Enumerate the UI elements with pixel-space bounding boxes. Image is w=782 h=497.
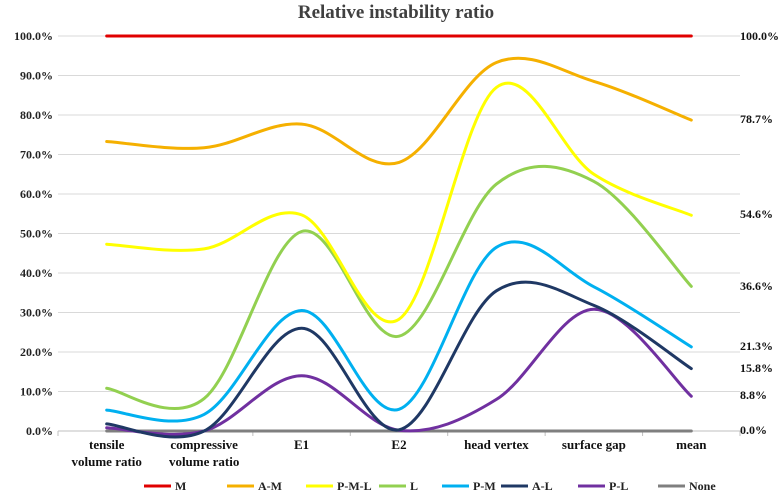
end-label: 0.0% <box>740 423 767 437</box>
y-tick-label: 40.0% <box>20 266 53 280</box>
series-line-p-m <box>105 240 693 423</box>
y-tick-label: 50.0% <box>20 227 53 241</box>
legend-label-a-l: A-L <box>532 479 553 493</box>
end-label: 54.6% <box>740 207 773 221</box>
legend-label-a-m: A-M <box>258 479 282 493</box>
legend-label-m: M <box>175 479 186 493</box>
y-tick-label: 0.0% <box>26 424 53 438</box>
end-label: 78.7% <box>740 112 773 126</box>
series-line-p-l <box>105 307 693 436</box>
end-label: 21.3% <box>740 339 773 353</box>
end-label: 36.6% <box>740 279 773 293</box>
series-lines <box>105 34 693 439</box>
end-labels: 100.0% 78.7% 54.6% 36.6% 21.3% 15.8% 8.8% 0.0% <box>740 29 779 437</box>
y-tick-label: 80.0% <box>20 108 53 122</box>
legend-label-p-l: P-L <box>609 479 628 493</box>
legend-label-p-m-l: P-M-L <box>337 479 372 493</box>
y-tick-label: 30.0% <box>20 306 53 320</box>
chart-title: Relative instability ratio <box>298 2 494 23</box>
y-tick-label: 10.0% <box>20 385 53 399</box>
x-axis-ticks: tensile volume ratio compressive volume rat… <box>57 431 741 469</box>
end-label: 100.0% <box>740 29 779 43</box>
legend: M A-M P-M-L L P-M A-L P-L None <box>144 479 716 493</box>
x-tick-label: E1 <box>294 437 309 452</box>
series-line-a-m <box>105 56 693 166</box>
x-tick-label: mean <box>676 437 707 452</box>
y-tick-label: 60.0% <box>20 187 53 201</box>
y-tick-label: 100.0% <box>14 29 53 43</box>
x-tick-label: surface gap <box>562 437 626 452</box>
series-line-l <box>105 164 693 411</box>
gridlines <box>58 35 740 432</box>
series-line-a-l <box>105 280 693 439</box>
series-line-p-m-l <box>105 81 693 324</box>
x-tick-label: tensile volume ratio <box>72 437 142 469</box>
y-tick-label: 90.0% <box>20 69 53 83</box>
legend-label-none: None <box>689 479 716 493</box>
end-label: 15.8% <box>740 361 773 375</box>
end-label: 8.8% <box>740 388 767 402</box>
y-axis-ticks: 0.0% 10.0% 20.0% 30.0% 40.0% 50.0% 60.0% 70.0% 8… <box>14 29 53 438</box>
legend-label-p-m: P-M <box>473 479 496 493</box>
x-tick-label: compressive volume ratio <box>169 437 239 469</box>
legend-label-l: L <box>410 479 418 493</box>
y-tick-label: 70.0% <box>20 148 53 162</box>
y-tick-label: 20.0% <box>20 345 53 359</box>
x-tick-label: head vertex <box>464 437 529 452</box>
x-tick-label: E2 <box>391 437 406 452</box>
